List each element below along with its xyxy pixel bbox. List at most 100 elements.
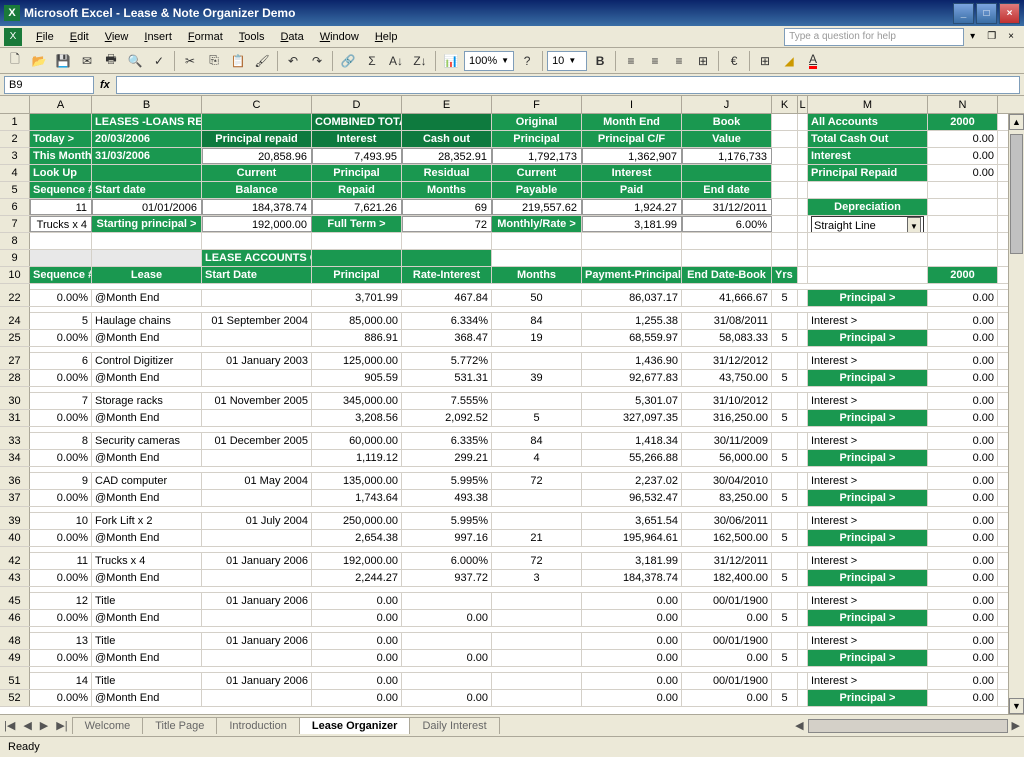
open-button[interactable]: 📂 (28, 50, 50, 72)
name-box[interactable] (4, 76, 94, 94)
cell[interactable]: Sequence # (30, 267, 92, 283)
cell[interactable] (798, 370, 808, 386)
cell[interactable] (492, 513, 582, 529)
cell[interactable] (492, 633, 582, 649)
cell[interactable]: 01 January 2003 (202, 353, 312, 369)
scroll-thumb[interactable] (1010, 134, 1023, 254)
cell[interactable]: 997.16 (402, 530, 492, 546)
row-header[interactable]: 1 (0, 114, 30, 130)
row-header[interactable]: 42 (0, 553, 30, 569)
menu-file[interactable]: File (28, 29, 62, 45)
cell[interactable] (772, 313, 798, 329)
cell[interactable] (928, 182, 998, 198)
col-header-I[interactable]: I (582, 96, 682, 113)
link-cell[interactable]: Interest > (808, 353, 928, 369)
cell[interactable]: 56,000.00 (682, 450, 772, 466)
cell[interactable]: 92,677.83 (582, 370, 682, 386)
cell[interactable]: 86,037.17 (582, 290, 682, 306)
cell[interactable]: Total Cash Out (808, 131, 928, 147)
cell[interactable]: 3,181.99 (582, 216, 682, 232)
cell[interactable] (772, 513, 798, 529)
col-header-L[interactable]: L (798, 96, 808, 113)
cell[interactable]: 2000 (928, 114, 998, 130)
cell[interactable] (402, 114, 492, 130)
row-header[interactable]: 6 (0, 199, 30, 215)
cell[interactable]: @Month End (92, 690, 202, 706)
cell[interactable]: 6.335% (402, 433, 492, 449)
cell[interactable]: 250,000.00 (312, 513, 402, 529)
cell[interactable]: 72 (492, 473, 582, 489)
cell[interactable]: Principal (312, 165, 402, 181)
cell[interactable]: 0.00% (30, 490, 92, 506)
cell[interactable] (798, 330, 808, 346)
sheet-tab-title-page[interactable]: Title Page (142, 717, 217, 734)
cell[interactable]: 1,924.27 (582, 199, 682, 215)
cell[interactable]: 2,092.52 (402, 410, 492, 426)
cell[interactable]: 30/11/2009 (682, 433, 772, 449)
hscroll-left-button[interactable]: ◀ (791, 719, 807, 732)
print-button[interactable]: 🖶 (100, 50, 122, 72)
row-header[interactable]: 43 (0, 570, 30, 586)
cell[interactable] (492, 690, 582, 706)
row-header[interactable]: 36 (0, 473, 30, 489)
cell[interactable]: 184,378.74 (202, 199, 312, 215)
cell[interactable]: 60,000.00 (312, 433, 402, 449)
select-all-corner[interactable] (0, 96, 30, 113)
cell[interactable]: 5 (772, 690, 798, 706)
cell[interactable]: 0.00 (928, 690, 998, 706)
cell[interactable]: 5 (772, 410, 798, 426)
cell[interactable]: Yrs (772, 267, 798, 283)
cell[interactable]: Principal repaid (202, 131, 312, 147)
cell[interactable]: Cash out (402, 131, 492, 147)
link-cell[interactable]: Interest > (808, 513, 928, 529)
cell[interactable]: 0.00 (312, 610, 402, 626)
row-header[interactable]: 22 (0, 290, 30, 306)
cell[interactable]: 31/03/2006 (92, 148, 202, 164)
cell[interactable]: 6 (30, 353, 92, 369)
col-header-E[interactable]: E (402, 96, 492, 113)
cell[interactable] (492, 610, 582, 626)
cell[interactable] (798, 393, 808, 409)
cell[interactable] (492, 250, 582, 266)
mdi-close-button[interactable]: × (1002, 31, 1020, 42)
cell[interactable]: Straight Line▼ (808, 216, 928, 232)
cell[interactable]: Balance (202, 182, 312, 198)
menu-window[interactable]: Window (312, 29, 367, 45)
cell[interactable] (798, 673, 808, 689)
cell[interactable]: 905.59 (312, 370, 402, 386)
cell[interactable] (798, 650, 808, 666)
cell[interactable]: 0.00 (928, 610, 998, 626)
row-header[interactable]: 34 (0, 450, 30, 466)
cell[interactable]: Principal C/F (582, 131, 682, 147)
font-color-button[interactable]: A (802, 50, 824, 72)
cell[interactable]: Payment-Principal (582, 267, 682, 283)
cell[interactable]: 531.31 (402, 370, 492, 386)
cell[interactable]: 0.00 (928, 330, 998, 346)
cell[interactable]: COMBINED TOTALS (312, 114, 402, 130)
cell[interactable]: 0.00 (312, 690, 402, 706)
cell[interactable]: 01 July 2004 (202, 513, 312, 529)
cell[interactable]: Current (492, 165, 582, 181)
cell[interactable]: 21 (492, 530, 582, 546)
hscroll-right-button[interactable]: ▶ (1008, 719, 1024, 732)
cell[interactable] (202, 570, 312, 586)
cell[interactable]: 937.72 (402, 570, 492, 586)
section-title[interactable]: LEASE ACCOUNTS ORGANIZER (202, 250, 312, 266)
align-left-button[interactable]: ≡ (620, 50, 642, 72)
cell[interactable]: 5.995% (402, 513, 492, 529)
cell[interactable] (772, 131, 798, 147)
cell[interactable] (798, 114, 808, 130)
cell[interactable]: 12 (30, 593, 92, 609)
cell[interactable]: 0.00% (30, 410, 92, 426)
link-cell[interactable]: Principal > (808, 530, 928, 546)
borders-button[interactable]: ⊞ (754, 50, 776, 72)
cell[interactable]: Current (202, 165, 312, 181)
depreciation-dropdown[interactable]: Straight Line▼ (811, 216, 924, 232)
cell[interactable]: 467.84 (402, 290, 492, 306)
cell[interactable] (492, 673, 582, 689)
cell[interactable]: Months (492, 267, 582, 283)
cell[interactable]: 01 January 2006 (202, 633, 312, 649)
cell[interactable]: End date (682, 182, 772, 198)
cell[interactable]: 00/01/1900 (682, 593, 772, 609)
menu-insert[interactable]: Insert (136, 29, 180, 45)
